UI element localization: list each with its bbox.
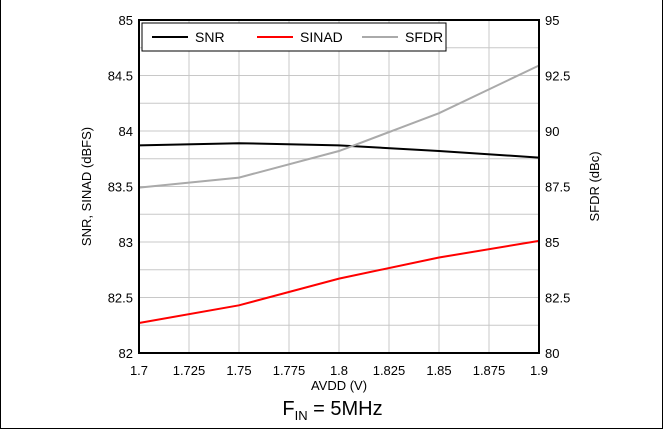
y-axis-right-label: SFDR (dBc) bbox=[587, 151, 602, 221]
data-point-snr bbox=[238, 142, 240, 145]
caption-rest: = 5MHz bbox=[307, 398, 383, 420]
tick-labels: 1.7 1.725 1.75 1.775 1.8 1.825 1.85 1.875 1.9 82 8… bbox=[108, 13, 571, 378]
data-point-sinad bbox=[438, 256, 440, 259]
legend: SNR SINAD SFDR bbox=[141, 22, 447, 52]
x-tick-label: 1.875 bbox=[473, 363, 506, 378]
x-tick-label: 1.85 bbox=[426, 363, 451, 378]
x-tick-label: 1.75 bbox=[226, 363, 251, 378]
x-tick-label: 1.7 bbox=[130, 363, 148, 378]
data-point-sfdr bbox=[338, 150, 340, 152]
x-tick-label: 1.9 bbox=[530, 363, 548, 378]
y-right-tick-label: 80 bbox=[545, 346, 559, 361]
plot-area-border bbox=[138, 19, 540, 354]
chart: 1.7 1.725 1.75 1.775 1.8 1.825 1.85 1.875 1.9 82 8… bbox=[79, 13, 602, 393]
legend-label-sfdr: SFDR bbox=[405, 29, 443, 45]
y-right-tick-label: 90 bbox=[545, 124, 559, 139]
data-point-sinad bbox=[238, 304, 240, 307]
y-left-tick-label: 83 bbox=[119, 235, 133, 250]
legend-label-snr: SNR bbox=[195, 29, 225, 45]
y-right-tick-label: 87.5 bbox=[545, 180, 570, 195]
data-point-sinad bbox=[338, 277, 340, 280]
data-point-sfdr bbox=[238, 176, 240, 179]
legend-label-sinad: SINAD bbox=[300, 29, 343, 45]
x-tick-label: 1.775 bbox=[273, 363, 306, 378]
y-left-tick-label: 83.5 bbox=[108, 180, 133, 195]
y-left-tick-label: 85 bbox=[119, 13, 133, 28]
caption: FIN = 5MHz bbox=[1, 398, 663, 423]
x-tick-label: 1.825 bbox=[373, 363, 406, 378]
caption-main: F bbox=[282, 398, 295, 420]
data-point-sfdr bbox=[438, 112, 440, 115]
grid bbox=[139, 20, 539, 353]
data-point-snr bbox=[438, 150, 440, 152]
series-lines bbox=[138, 64, 540, 324]
y-right-tick-label: 85 bbox=[545, 235, 559, 250]
y-left-tick-label: 82.5 bbox=[108, 291, 133, 306]
y-right-tick-label: 92.5 bbox=[545, 69, 570, 84]
y-right-tick-label: 82.5 bbox=[545, 291, 570, 306]
y-left-tick-label: 84 bbox=[119, 124, 133, 139]
data-point-snr bbox=[338, 144, 340, 147]
x-axis-label: AVDD (V) bbox=[311, 378, 367, 393]
y-left-tick-label: 84.5 bbox=[108, 69, 133, 84]
x-tick-label: 1.8 bbox=[330, 363, 348, 378]
y-left-tick-label: 82 bbox=[119, 346, 133, 361]
y-right-tick-label: 95 bbox=[545, 13, 559, 28]
y-axis-left-label: SNR, SINAD (dBFS) bbox=[79, 127, 94, 246]
x-tick-label: 1.725 bbox=[173, 363, 206, 378]
caption-subscript: IN bbox=[294, 408, 308, 423]
